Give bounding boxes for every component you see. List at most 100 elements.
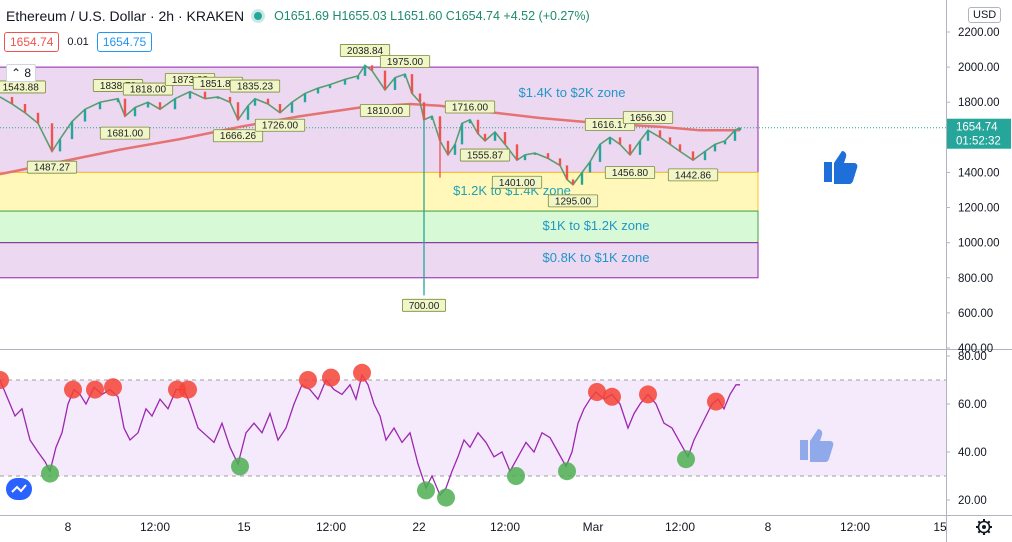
price-label-17: 1295.00: [555, 196, 592, 207]
candle-15: [188, 91, 192, 99]
candle-58: [608, 137, 612, 145]
candle-64: [668, 137, 672, 145]
price-label-12: 1810.00: [367, 106, 404, 117]
candle-66: [691, 151, 695, 161]
candle-14: [173, 98, 177, 110]
time-tick-label-8: 8: [765, 520, 772, 534]
candle-54: [571, 179, 575, 185]
rsi-overbought-marker-11: [639, 385, 657, 404]
price-label-1: 1487.27: [34, 163, 71, 174]
candle-55: [580, 172, 584, 185]
price-label-10: 2038.84: [347, 46, 384, 57]
zone-label-0: $1.4K to $2K zone: [519, 85, 626, 100]
candle-45: [483, 133, 487, 141]
zone-label-2: $1K to $1.2K zone: [543, 218, 650, 233]
candle-2: [23, 103, 27, 113]
currency-button[interactable]: USD: [968, 7, 1002, 23]
candle-48: [515, 144, 519, 161]
rsi-band: [0, 380, 946, 476]
candle-11: [133, 107, 137, 117]
price-label-box-10: [339, 44, 391, 57]
candle-8: [98, 102, 102, 110]
candle-29: [356, 75, 360, 80]
candle-33: [393, 77, 397, 90]
candle-28: [343, 79, 347, 85]
rsi-tick-label-1: 60.00: [958, 399, 987, 411]
candle-67: [703, 151, 707, 161]
indicators-toggle[interactable]: ⌃ 8: [6, 64, 37, 82]
time-tick-label-1: 12:00: [140, 520, 170, 534]
candle-7: [83, 109, 87, 122]
time-tick-label-5: 12:00: [490, 520, 520, 534]
candle-35: [410, 74, 414, 94]
candle-61: [638, 140, 642, 155]
rsi-overbought-marker-9: [588, 383, 606, 401]
price-label-13: 1716.00: [452, 102, 489, 113]
rsi-overbought-marker-10: [603, 387, 621, 406]
candle-22: [266, 98, 270, 104]
price-label-box-3: [122, 82, 174, 96]
candle-47: [503, 132, 507, 145]
rsi-overbought-marker-2: [86, 380, 104, 399]
rsi-overbought-marker-7: [322, 368, 340, 387]
candle-4: [50, 123, 54, 152]
moving-average-line: [0, 102, 740, 176]
zone-label-3: $0.8K to $1K zone: [543, 250, 650, 265]
candle-70: [733, 130, 737, 141]
rsi-tick-label-0: 80.00: [958, 351, 987, 363]
candle-25: [303, 93, 307, 103]
buy-price-button[interactable]: 1654.75: [96, 32, 153, 52]
rsi-line: [0, 373, 740, 497]
rsi-overbought-marker-6: [299, 371, 317, 389]
rsi-tick-label-3: 20.00: [958, 495, 987, 507]
price-label-9: 1726.00: [262, 121, 299, 132]
price-label-box-1: [26, 160, 78, 174]
price-tick-label-1: 2000.00: [958, 62, 1000, 74]
rsi-oversold-marker-5: [558, 462, 576, 481]
price-label-6: 1851.88: [200, 79, 237, 90]
bid-ask-row: 1654.74 0.01 1654.75: [4, 32, 153, 52]
candle-71: [738, 127, 742, 131]
symbol-title[interactable]: Ethereum / U.S. Dollar · 2h · KRAKEN: [6, 8, 245, 24]
candle-34: [403, 74, 407, 78]
settings-gear-icon: [976, 519, 992, 535]
price-label-7: 1835.23: [237, 82, 274, 93]
rsi-oversold-marker-2: [417, 481, 435, 500]
ohlc-readout: O1651.69 H1655.03 L1651.60 C1654.74 +4.5…: [274, 9, 590, 23]
candle-18: [228, 96, 232, 103]
time-tick-label-10: 15: [933, 520, 947, 534]
price-label-box-7: [229, 79, 281, 93]
price-label-box-16: [491, 175, 543, 189]
candle-63: [658, 130, 662, 138]
rsi-oversold-marker-0: [41, 464, 59, 483]
price-label-box-17: [547, 194, 599, 208]
candle-57: [598, 144, 602, 162]
price-label-19: 1656.30: [630, 113, 667, 124]
candle-17: [216, 96, 220, 99]
candle-1: [10, 96, 14, 104]
candle-50: [533, 153, 537, 155]
candle-10: [123, 98, 127, 117]
candle-27: [328, 84, 332, 89]
price-label-4: 1681.00: [107, 129, 144, 140]
spread-value: 0.01: [67, 36, 89, 48]
price-label-box-19: [622, 111, 674, 124]
candle-56: [588, 161, 592, 173]
rsi-oversold-marker-4: [507, 467, 525, 485]
price-label-18: 1616.17: [592, 120, 629, 131]
candle-19: [236, 102, 240, 120]
price-label-14: 1555.87: [467, 151, 504, 162]
rsi-oversold-marker-3: [437, 488, 455, 507]
candle-43: [468, 119, 472, 124]
price-line: [0, 64, 741, 186]
candle-5: [58, 139, 62, 152]
rsi-oversold-marker-1: [231, 457, 249, 476]
thumbs-up-icon: [824, 151, 858, 184]
price-tick-label-2: 1800.00: [958, 97, 1000, 109]
candle-65: [678, 144, 682, 152]
sell-price-button[interactable]: 1654.74: [4, 32, 60, 52]
candle-23: [278, 103, 282, 113]
chart-header: Ethereum / U.S. Dollar · 2h · KRAKEN O16…: [6, 8, 590, 24]
indicators-count: 8: [24, 66, 32, 80]
